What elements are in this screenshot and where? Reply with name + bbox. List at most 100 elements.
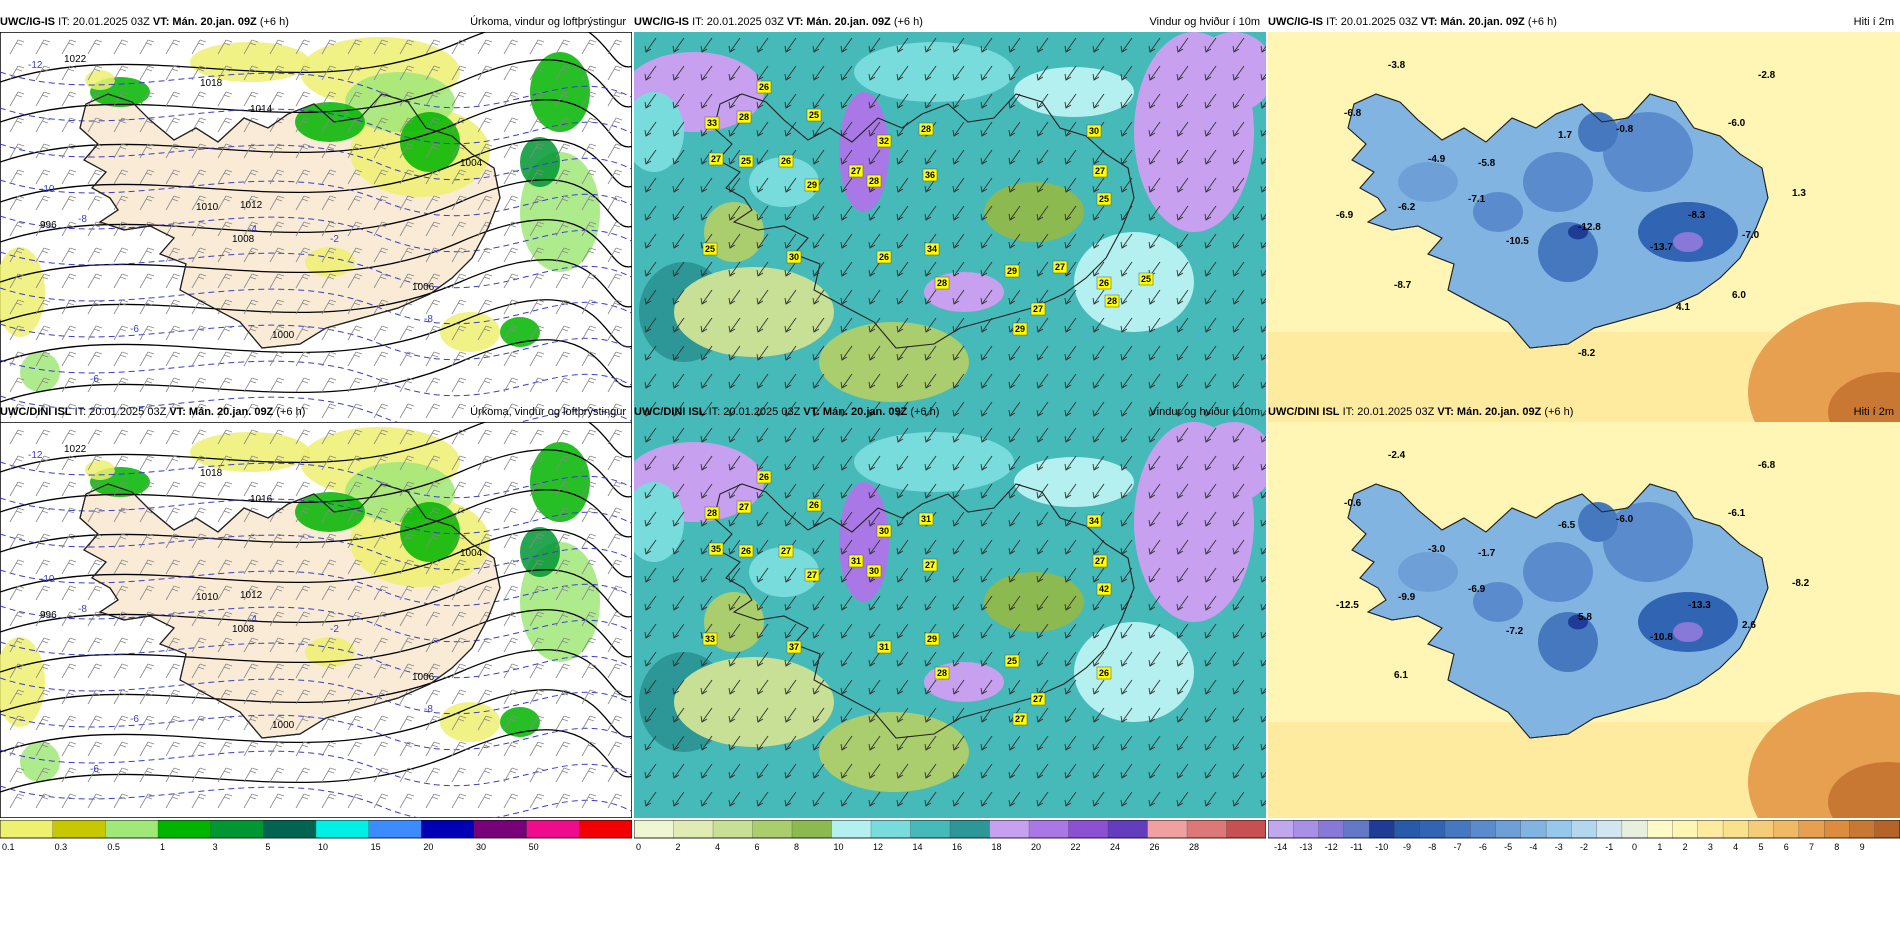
- gust-value: 28: [937, 668, 947, 678]
- wind-barb: [35, 455, 51, 471]
- wind-arrow: [952, 401, 965, 417]
- wind-barb: [61, 169, 77, 185]
- colorbar-swatch: [1368, 819, 1396, 839]
- wind-barb: [35, 507, 51, 523]
- wind-barb: [373, 143, 389, 159]
- colorbar-swatch: [263, 819, 317, 839]
- map-area[interactable]: 26 28 27 35 26 27 26 27 30 31 31 30 27 34 27 42 33 37 31 29…: [634, 422, 1266, 818]
- wind-barb: [555, 403, 571, 419]
- wind-barb: [61, 247, 77, 263]
- map-area[interactable]: 1022 1018 1016 1012 1010 1008 1006 1004 1000 996-…: [0, 422, 632, 818]
- temperature-value: 6.1: [1394, 670, 1408, 681]
- wind-arrow: [1260, 715, 1266, 723]
- wind-barb: [425, 299, 441, 315]
- wind-arrow: [1260, 353, 1266, 361]
- wind-barb: [581, 455, 597, 471]
- map-area[interactable]: -3.8 -2.8 -6.8 -6.0 -4.9 -5.8 1.7 -0.8 1.3 -7.1 -6…: [1268, 32, 1900, 428]
- model-name: UWC/IG-IS: [0, 16, 55, 28]
- gust-label: 26: [1096, 666, 1112, 680]
- wind-barb: [9, 39, 25, 55]
- wind-arrow: [756, 567, 769, 583]
- wind-barb: [321, 195, 337, 211]
- wind-arrow: [840, 567, 853, 583]
- wind-barb: [477, 403, 493, 419]
- wind-barb: [191, 559, 207, 575]
- wind-arrow: [896, 735, 909, 751]
- wind-barb: [139, 325, 155, 341]
- wind-barb: [555, 221, 571, 237]
- wind-arrow: [1204, 511, 1217, 527]
- wind-arrow: [896, 679, 909, 695]
- wind-arrow: [1036, 735, 1049, 751]
- wind-arrow: [896, 149, 909, 165]
- wind-barb: [529, 91, 545, 107]
- forecast-panel-temp: UWC/IG-IS IT: 20.01.2025 03Z VT: Mán. 20…: [1267, 14, 1900, 474]
- temperature-value: -8.3: [1688, 210, 1706, 221]
- wind-arrow: [700, 539, 713, 555]
- wind-arrow: [728, 735, 741, 751]
- wind-arrow: [1120, 121, 1133, 137]
- wind-barb: [321, 221, 337, 237]
- wind-arrow: [644, 149, 657, 165]
- wind-arrow: [784, 345, 797, 361]
- wind-barb: [347, 663, 363, 679]
- wind-arrow: [644, 623, 657, 639]
- panel-header: UWC/IG-IS IT: 20.01.2025 03Z VT: Mán. 20…: [634, 14, 1266, 30]
- wind-barb: [269, 273, 285, 289]
- wind-arrow: [840, 317, 853, 333]
- wind-barb: [347, 715, 363, 731]
- wind-barb: [347, 689, 363, 705]
- forecast-panel-wind: UWC/DINI ISL IT: 20.01.2025 03Z VT: Mán.…: [633, 404, 1267, 864]
- wind-barb: [503, 455, 519, 471]
- map-area[interactable]: 1022 1018 1014 1012 1010 1008 1006 1004 1000 996-…: [0, 32, 632, 428]
- wind-barb: [295, 533, 311, 549]
- wind-arrow: [644, 707, 657, 723]
- wind-arrow: [672, 623, 685, 639]
- wind-arrow: [1148, 511, 1161, 527]
- wind-barb: [425, 117, 441, 133]
- wind-barb: [87, 689, 103, 705]
- temperature-value: -0.8: [1616, 124, 1634, 135]
- wind-arrow: [1204, 289, 1217, 305]
- wind-arrow: [1064, 121, 1077, 137]
- wind-arrow: [784, 233, 797, 249]
- panel-header: UWC/DINI ISL IT: 20.01.2025 03Z VT: Mán.…: [634, 404, 1266, 420]
- wind-arrow: [952, 595, 965, 611]
- wind-arrow: [952, 261, 965, 277]
- map-area[interactable]: 26 33 28 27 25 26 25 29 32 28 27 28 36 30 27 25 25 30 26 34…: [634, 32, 1266, 428]
- wind-arrow: [952, 149, 965, 165]
- wind-arrow: [700, 483, 713, 499]
- wind-arrow: [868, 623, 881, 639]
- wind-arrow: [1148, 233, 1161, 249]
- wind-arrow: [644, 567, 657, 583]
- wind-barb: [477, 195, 493, 211]
- wind-arrow: [784, 373, 797, 389]
- wind-barb: [139, 455, 155, 471]
- wind-arrow: [952, 121, 965, 137]
- colorbar-swatch: [1748, 819, 1775, 839]
- wind-barb: [347, 299, 363, 315]
- wind-arrow: [700, 595, 713, 611]
- wind-barb: [165, 533, 181, 549]
- wind-arrow: [1064, 289, 1077, 305]
- wind-barb: [165, 767, 181, 783]
- wind-barb: [113, 611, 129, 627]
- wind-barb: [35, 741, 51, 757]
- wind-barb: [113, 689, 129, 705]
- wind-barb: [347, 143, 363, 159]
- wind-arrow: [896, 317, 909, 333]
- wind-barb: [503, 793, 519, 809]
- map-area[interactable]: -2.4 -6.8 -0.6 -6.1 -3.0 -1.7 -6.5 -6.0 -8.2 -6.9…: [1268, 422, 1900, 818]
- wind-barb: [373, 39, 389, 55]
- gust-value: 27: [925, 560, 935, 570]
- wind-barb: [555, 273, 571, 289]
- wind-barb: [61, 351, 77, 367]
- wind-barb: [503, 169, 519, 185]
- temperature-area: [1473, 192, 1523, 232]
- wind-arrow: [1008, 791, 1021, 807]
- wind-arrow: [672, 149, 685, 165]
- gust-value: 29: [807, 180, 817, 190]
- temperature-area: [1603, 112, 1693, 192]
- wind-barb: [503, 611, 519, 627]
